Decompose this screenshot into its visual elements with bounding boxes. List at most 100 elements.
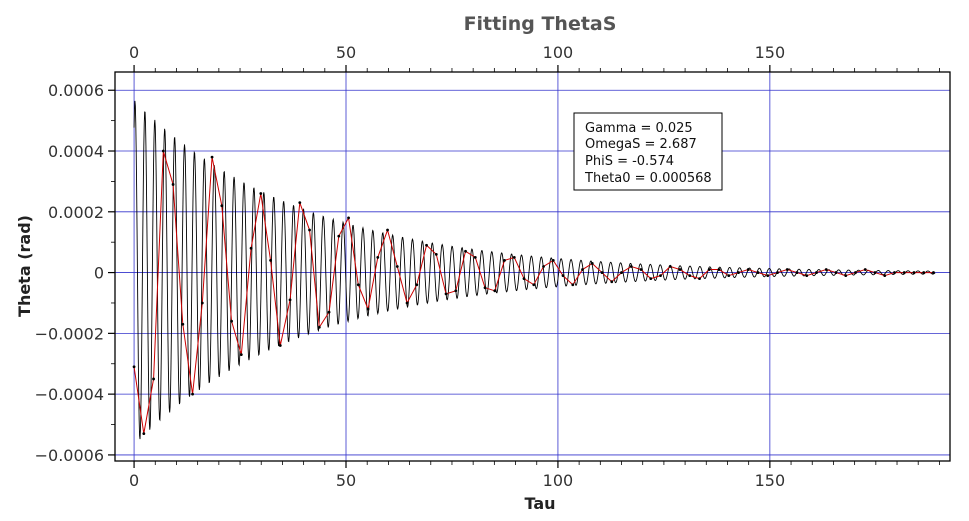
data-point [668,265,672,268]
data-point [678,268,682,271]
data-line [133,150,934,434]
y-tick-label: 0 [94,264,104,283]
data-point [815,271,818,274]
data-point [493,289,497,293]
data-point [902,271,906,274]
fit-param-gamma: Gamma = 0.025 [585,121,693,136]
data-point [288,298,292,302]
data-point [863,268,867,271]
data-point [405,301,409,305]
y-tick-label: 0.0006 [48,81,104,100]
fit-curve [133,100,936,440]
x-tick-label-top: 0 [129,43,139,62]
fit-param-omega: OmegaS = 2.687 [585,137,697,152]
data-point [425,243,428,247]
data-point [776,271,779,274]
x-axis-label: Tau [524,494,555,513]
fit-param-theta0: Theta0 = 0.000568 [584,171,712,186]
data-point [161,149,165,153]
data-point [347,216,350,220]
fit-series [133,100,936,440]
data-point [454,289,458,293]
plot-area-frame [114,71,951,462]
y-tick-label: −0.0002 [35,324,104,343]
data-point [327,310,331,314]
x-tick-label-bottom: 50 [336,471,356,490]
data-series [132,149,935,436]
grid [115,72,950,461]
data-point [688,274,692,278]
data-point [834,271,838,274]
data-point [893,271,896,274]
data-point [707,268,711,271]
data-point [844,274,848,278]
y-tick-label: 0.0004 [48,142,104,161]
data-point [561,274,565,278]
data-point [200,301,204,305]
data-point [932,271,935,274]
axis-tick-labels: 0 0 50 50 100 100 150 150 −0.0006 −0.0004 −0.0002 0… [35,43,786,490]
data-point [912,271,916,274]
data-point [278,344,282,347]
data-point [376,255,380,259]
data-point [639,268,643,271]
data-point [434,252,438,256]
data-point [766,274,770,278]
x-tick-label-top: 50 [336,43,356,62]
data-point [629,265,633,268]
data-point [512,255,516,259]
data-point [181,322,185,326]
data-point [698,277,701,281]
data-point [854,271,857,274]
data-point [220,204,224,208]
y-tick-label: −0.0004 [35,385,104,404]
data-point [191,392,194,396]
data-point [142,432,146,436]
data-point [717,268,721,271]
x-tick-label-bottom: 150 [755,471,786,490]
data-point [483,286,487,290]
data-point [210,155,214,159]
data-point [620,271,623,274]
data-point [415,283,419,287]
data-point [883,274,887,278]
fit-parameters-box: Gamma = 0.025 OmegaS = 2.687 PhiS = -0.5… [573,112,723,191]
data-point [522,277,526,281]
y-tick-label: 0.0002 [48,203,104,222]
data-point [590,262,594,265]
data-point [610,280,614,284]
data-point [785,268,789,271]
data-point [922,271,926,274]
y-axis-label: Theta (rad) [15,215,34,317]
data-point [746,268,750,271]
data-point [756,271,760,274]
x-tick-label-bottom: 100 [543,471,574,490]
data-point [571,283,575,287]
data-point [649,277,653,281]
chart-title: Fitting ThetaS [464,13,617,35]
data-point [230,319,233,323]
data-point [395,265,399,268]
data-point [824,268,828,271]
data-point [503,259,506,262]
data-point [659,274,662,278]
data-point [727,274,731,278]
data-point [873,271,877,274]
x-tick-label-top: 100 [543,43,574,62]
x-tick-label-top: 150 [755,43,786,62]
data-point [132,365,136,369]
fit-parameters-frame [573,112,723,191]
data-point [464,249,467,253]
data-point [356,283,360,287]
data-point [337,234,341,238]
fit-param-phi: PhiS = -0.574 [585,154,674,169]
data-point [551,259,555,262]
data-point [444,292,448,296]
data-point [366,307,370,311]
data-point [805,274,809,278]
data-point [249,246,253,250]
data-point [737,271,740,274]
data-point [239,353,243,357]
data-point [386,228,389,232]
